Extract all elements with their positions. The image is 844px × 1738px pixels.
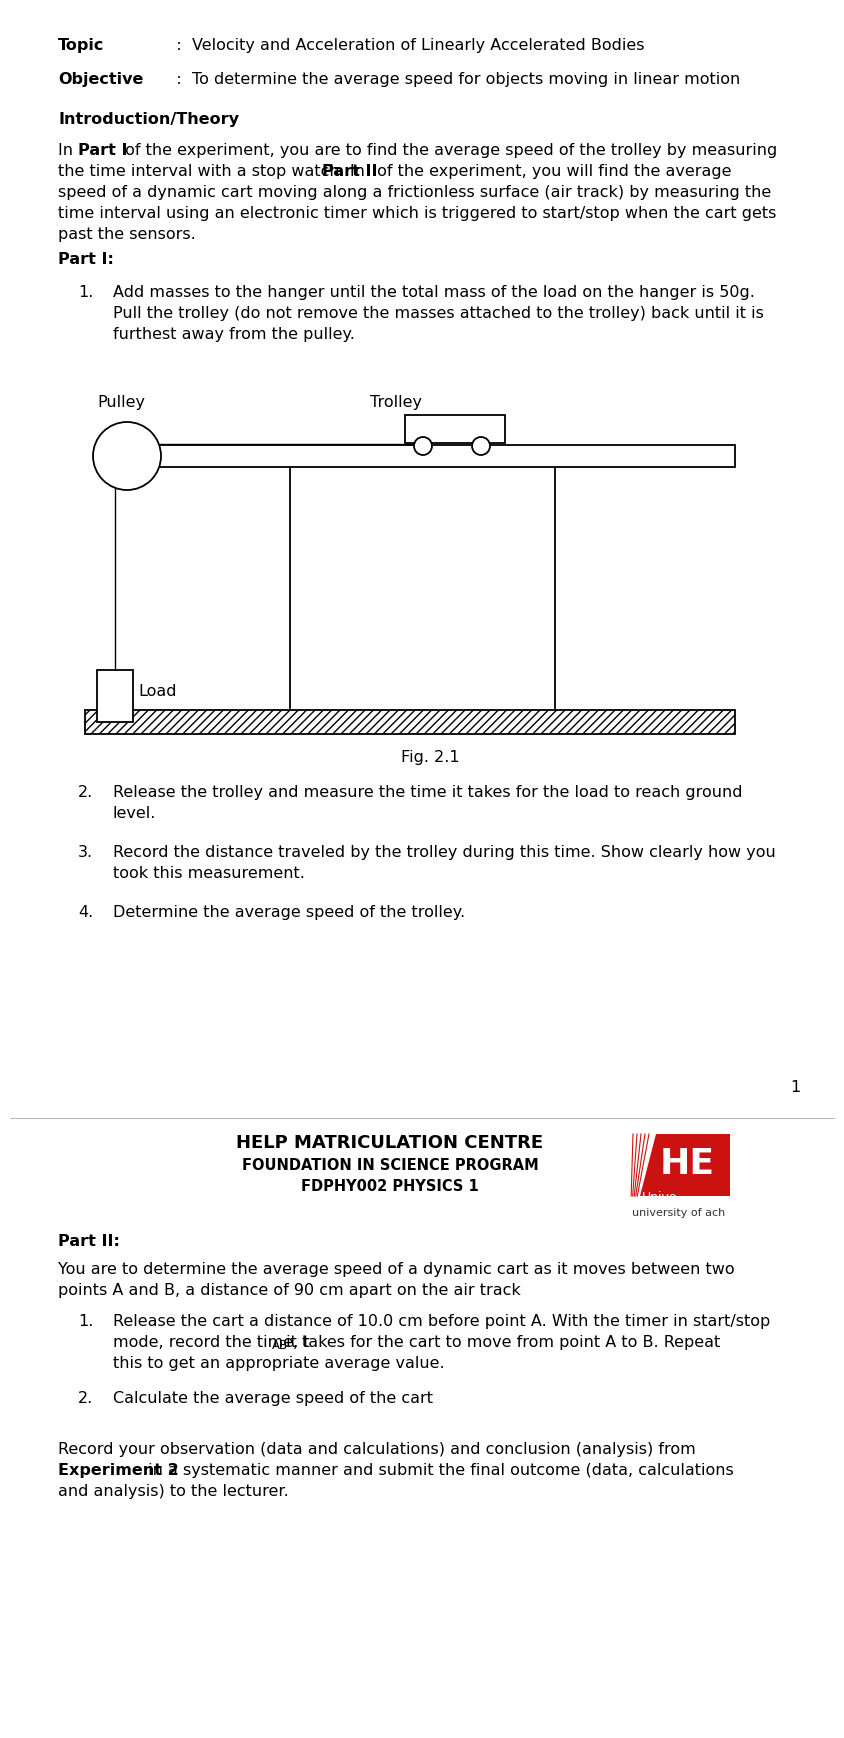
Text: past the sensors.: past the sensors. — [58, 228, 196, 242]
Circle shape — [472, 436, 490, 455]
Bar — [630, 1133, 730, 1196]
Text: level.: level. — [113, 806, 156, 820]
Text: took this measurement.: took this measurement. — [113, 866, 305, 881]
Text: Experiment 2: Experiment 2 — [58, 1463, 179, 1477]
Bar — [405, 415, 505, 443]
Text: FDPHY002 PHYSICS 1: FDPHY002 PHYSICS 1 — [301, 1178, 479, 1194]
Circle shape — [414, 436, 432, 455]
Text: Calculate the average speed of the cart: Calculate the average speed of the cart — [113, 1390, 433, 1406]
Text: 1.: 1. — [78, 285, 94, 301]
Text: Determine the average speed of the trolley.: Determine the average speed of the troll… — [113, 905, 465, 919]
Text: In: In — [58, 143, 78, 158]
Text: in a systematic manner and submit the final outcome (data, calculations: in a systematic manner and submit the fi… — [143, 1463, 733, 1477]
Text: Trolley: Trolley — [370, 395, 422, 410]
Text: :  Velocity and Acceleration of Linearly Accelerated Bodies: : Velocity and Acceleration of Linearly … — [161, 38, 645, 52]
Text: of the experiment, you will find the average: of the experiment, you will find the ave… — [372, 163, 732, 179]
Text: You are to determine the average speed of a dynamic cart as it moves between two: You are to determine the average speed o… — [58, 1262, 734, 1277]
Text: university of ach: university of ach — [632, 1208, 725, 1218]
Text: Release the cart a distance of 10.0 cm before point A. With the timer in start/s: Release the cart a distance of 10.0 cm b… — [113, 1314, 771, 1330]
Text: Add masses to the hanger until the total mass of the load on the hanger is 50g.: Add masses to the hanger until the total… — [113, 285, 755, 301]
Bar — [97, 671, 133, 721]
Text: Fig. 2.1: Fig. 2.1 — [401, 751, 459, 765]
Text: furthest away from the pulley.: furthest away from the pulley. — [113, 327, 354, 342]
Text: Load: Load — [138, 685, 176, 699]
Text: Record the distance traveled by the trolley during this time. Show clearly how y: Record the distance traveled by the trol… — [113, 845, 776, 860]
Text: 1: 1 — [790, 1079, 800, 1095]
Text: Unive: Unive — [642, 1191, 678, 1204]
Text: 2.: 2. — [78, 786, 93, 799]
Text: points A and B, a distance of 90 cm apart on the air track: points A and B, a distance of 90 cm apar… — [58, 1283, 521, 1298]
Text: it takes for the cart to move from point A to B. Repeat: it takes for the cart to move from point… — [282, 1335, 721, 1350]
Bar — [125, 445, 735, 468]
Text: 4.: 4. — [78, 905, 93, 919]
Text: Release the trolley and measure the time it takes for the load to reach ground: Release the trolley and measure the time… — [113, 786, 743, 799]
Text: Record your observation (data and calculations) and conclusion (analysis) from: Record your observation (data and calcul… — [58, 1443, 695, 1456]
Circle shape — [93, 422, 161, 490]
Text: of the experiment, you are to find the average speed of the trolley by measuring: of the experiment, you are to find the a… — [121, 143, 777, 158]
Polygon shape — [630, 1133, 656, 1196]
Bar — [85, 711, 735, 733]
Text: 2.: 2. — [78, 1390, 93, 1406]
Text: HELP MATRICULATION CENTRE: HELP MATRICULATION CENTRE — [236, 1133, 544, 1152]
Text: time interval using an electronic timer which is triggered to start/stop when th: time interval using an electronic timer … — [58, 207, 776, 221]
Text: this to get an appropriate average value.: this to get an appropriate average value… — [113, 1356, 445, 1371]
Text: 3.: 3. — [78, 845, 93, 860]
Text: Part I:: Part I: — [58, 252, 114, 268]
Text: Pulley: Pulley — [97, 395, 145, 410]
Text: Part II: Part II — [322, 163, 378, 179]
Text: HE: HE — [660, 1147, 715, 1180]
Text: Part I: Part I — [78, 143, 127, 158]
Text: Objective: Objective — [58, 71, 143, 87]
Text: AB: AB — [272, 1338, 288, 1352]
Text: FOUNDATION IN SCIENCE PROGRAM: FOUNDATION IN SCIENCE PROGRAM — [241, 1158, 538, 1173]
Text: Part II:: Part II: — [58, 1234, 120, 1250]
Text: 1.: 1. — [78, 1314, 94, 1330]
Text: speed of a dynamic cart moving along a frictionless surface (air track) by measu: speed of a dynamic cart moving along a f… — [58, 184, 771, 200]
Text: the time interval with a stop watch. In: the time interval with a stop watch. In — [58, 163, 370, 179]
Text: :  To determine the average speed for objects moving in linear motion: : To determine the average speed for obj… — [161, 71, 740, 87]
Text: and analysis) to the lecturer.: and analysis) to the lecturer. — [58, 1484, 289, 1498]
Text: Topic: Topic — [58, 38, 105, 52]
Text: Pull the trolley (do not remove the masses attached to the trolley) back until i: Pull the trolley (do not remove the mass… — [113, 306, 764, 322]
Text: Introduction/Theory: Introduction/Theory — [58, 111, 239, 127]
Text: mode, record the time, t: mode, record the time, t — [113, 1335, 310, 1350]
